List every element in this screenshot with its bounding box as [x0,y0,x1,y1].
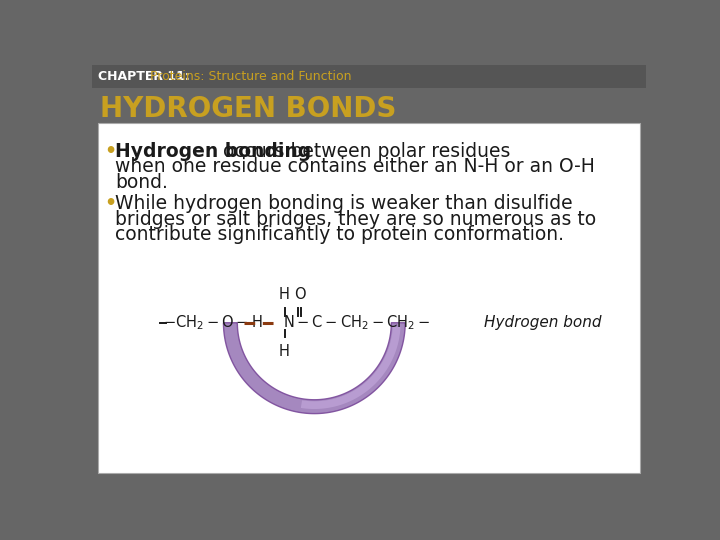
Text: Hydrogen bond: Hydrogen bond [485,315,602,330]
Polygon shape [223,323,405,414]
Text: Hydrogen bonding: Hydrogen bonding [115,142,311,161]
Text: occurs between polar residues: occurs between polar residues [217,142,510,161]
FancyBboxPatch shape [92,65,647,88]
Text: H: H [279,344,289,359]
Text: bridges or salt bridges, they are so numerous as to: bridges or salt bridges, they are so num… [115,210,596,228]
Text: •: • [104,194,116,213]
Text: $\mathsf{N-C-CH_2-CH_2-}$: $\mathsf{N-C-CH_2-CH_2-}$ [283,313,430,332]
Polygon shape [301,327,400,409]
Text: $\mathsf{-CH_2-O-H}$: $\mathsf{-CH_2-O-H}$ [163,313,262,332]
Text: contribute significantly to protein conformation.: contribute significantly to protein conf… [115,225,564,244]
Text: While hydrogen bonding is weaker than disulfide: While hydrogen bonding is weaker than di… [115,194,572,213]
Text: H: H [279,287,289,302]
Text: when one residue contains either an N-H or an O-H: when one residue contains either an N-H … [115,157,595,176]
FancyBboxPatch shape [92,88,647,123]
Text: •: • [104,142,116,161]
Text: CHAPTER 11:: CHAPTER 11: [98,70,190,83]
Text: O: O [294,287,305,302]
Text: bond.: bond. [115,173,168,192]
Text: Proteins: Structure and Function: Proteins: Structure and Function [146,70,352,83]
Text: HYDROGEN BONDS: HYDROGEN BONDS [99,96,396,124]
FancyBboxPatch shape [98,123,640,473]
